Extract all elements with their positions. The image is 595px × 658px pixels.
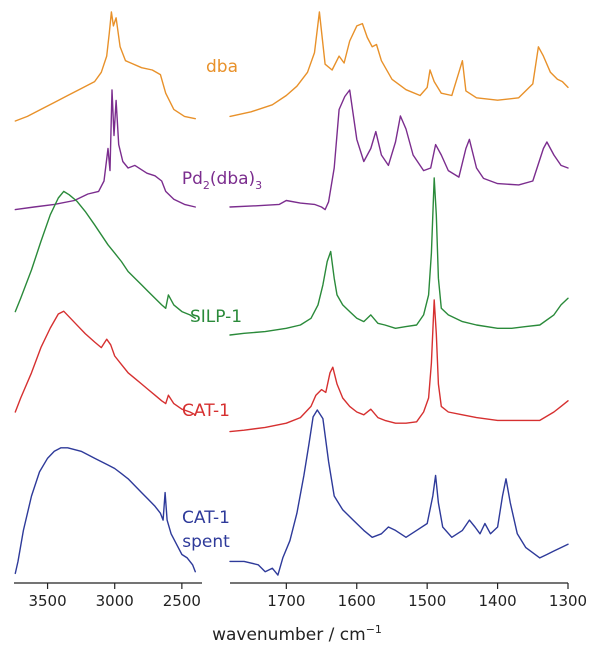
trace-dba-right: [229, 11, 569, 118]
spectra-traces: [14, 11, 569, 576]
label-pd2-dba-3: Pd2(dba)3: [182, 169, 262, 192]
x-axes: 3500 3000 2500 1700 1600 1500 1400 1300: [14, 582, 587, 610]
trace-cat-1-right: [229, 299, 569, 433]
x-tick-label-right-1400: 1400: [478, 592, 516, 610]
x-tick-label-right-1300: 1300: [549, 592, 587, 610]
x-axis-title-text: wavenumber / cm: [212, 625, 366, 645]
trace-cat-1-spent-right: [229, 409, 569, 576]
x-tick-label-left-3500: 3500: [28, 592, 66, 610]
x-tick-label-right-1500: 1500: [408, 592, 446, 610]
trace-cat-1-spent-left: [14, 447, 196, 575]
trace-labels: dba Pd2(dba)3 SILP-1 CAT-1 CAT-1 spent: [182, 57, 262, 552]
label-cat-1: CAT-1: [182, 401, 230, 421]
label-dba: dba: [206, 57, 238, 77]
label-cat-1-spent-line-1: CAT-1: [182, 508, 230, 528]
trace-silp-1-right: [229, 177, 569, 336]
x-axis-title-superscript: −1: [366, 623, 382, 636]
x-tick-label-right-1700: 1700: [267, 592, 305, 610]
trace-pd2-dba-3-left: [14, 89, 196, 211]
x-axis-title: wavenumber / cm−1: [212, 623, 382, 645]
trace-silp-1-left: [14, 190, 196, 319]
trace-pd2-dba-3-right: [229, 89, 569, 211]
x-tick-label-left-2500: 2500: [163, 592, 201, 610]
trace-dba-left: [14, 11, 196, 122]
x-tick-label-left-3000: 3000: [96, 592, 134, 610]
label-cat-1-spent-line-2: spent: [182, 532, 230, 552]
label-silp-1: SILP-1: [190, 307, 242, 327]
trace-cat-1-left: [14, 310, 196, 416]
x-tick-label-right-1600: 1600: [338, 592, 376, 610]
